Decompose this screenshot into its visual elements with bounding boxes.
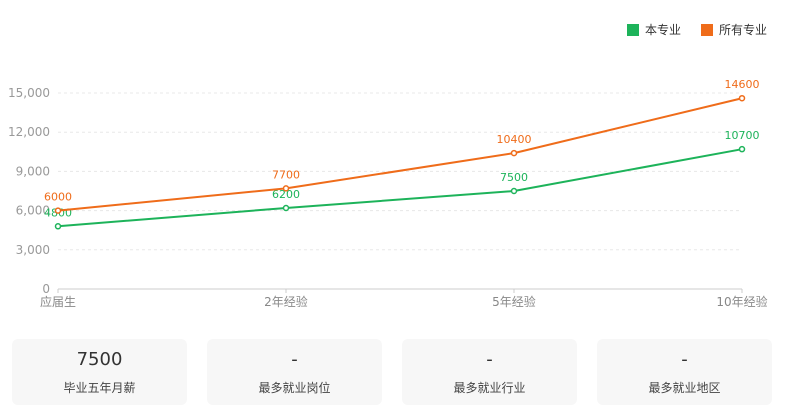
data-point [282,185,290,192]
y-tick-label: 3,000 [16,243,50,257]
data-label: 6000 [44,191,72,204]
x-tick-label: 应届生 [40,294,76,309]
legend-swatch-series-1 [700,23,713,36]
legend-item-series-1[interactable]: 所有专业 [700,21,767,38]
data-label: 7700 [272,168,300,181]
stat-card-position: - 最多就业岗位 [207,339,382,405]
legend-item-series-0[interactable]: 本专业 [626,21,681,38]
line-chart: 0 3,000 6,000 9,000 12,000 15,000 应届生 2年经验 5年经验 1… [8,78,768,309]
y-tick-label: 12,000 [8,125,50,139]
stat-card-value: - [486,348,493,370]
series-line-0 [57,148,743,228]
data-point [54,207,62,214]
stat-cards: 7500 毕业五年月薪 - 最多就业岗位 - 最多就业行业 - 最多就业地区 [12,339,772,405]
legend-swatch-series-0 [626,23,639,36]
data-label: 10400 [497,133,532,146]
y-tick-label: 0 [42,282,50,296]
data-point [738,145,746,153]
stat-card-industry: - 最多就业行业 [402,339,577,405]
stat-card-value: - [681,348,688,370]
legend-label-series-1: 所有专业 [718,23,767,37]
legend-label-series-0: 本专业 [644,23,681,37]
data-point [510,149,518,157]
data-label: 10700 [725,129,760,142]
data-point [738,94,746,102]
y-tick-label: 6,000 [16,204,50,218]
data-point [510,187,518,195]
stat-card-region: - 最多就业地区 [597,339,772,405]
x-tick-label: 10年经验 [716,294,767,309]
y-tick-label: 15,000 [8,86,50,100]
data-label: 14600 [725,78,760,91]
y-tick-label: 9,000 [16,164,50,178]
data-point [282,204,290,212]
stat-card-value: - [291,348,298,370]
stat-card-label: 毕业五年月薪 [63,380,136,395]
data-label: 7500 [500,171,528,184]
stat-card-label: 最多就业行业 [453,380,526,395]
stat-card-label: 最多就业地区 [648,380,721,395]
x-tick-label: 5年经验 [492,294,536,309]
stat-card-salary: 7500 毕业五年月薪 [12,339,187,405]
stat-card-label: 最多就业岗位 [258,380,331,395]
data-point [54,223,62,230]
x-tick-label: 2年经验 [264,294,308,309]
stat-card-value: 7500 [76,348,123,370]
series-line-1 [57,97,743,212]
data-label: 6200 [272,188,300,201]
chart-legend: 本专业 所有专业 [626,21,767,38]
